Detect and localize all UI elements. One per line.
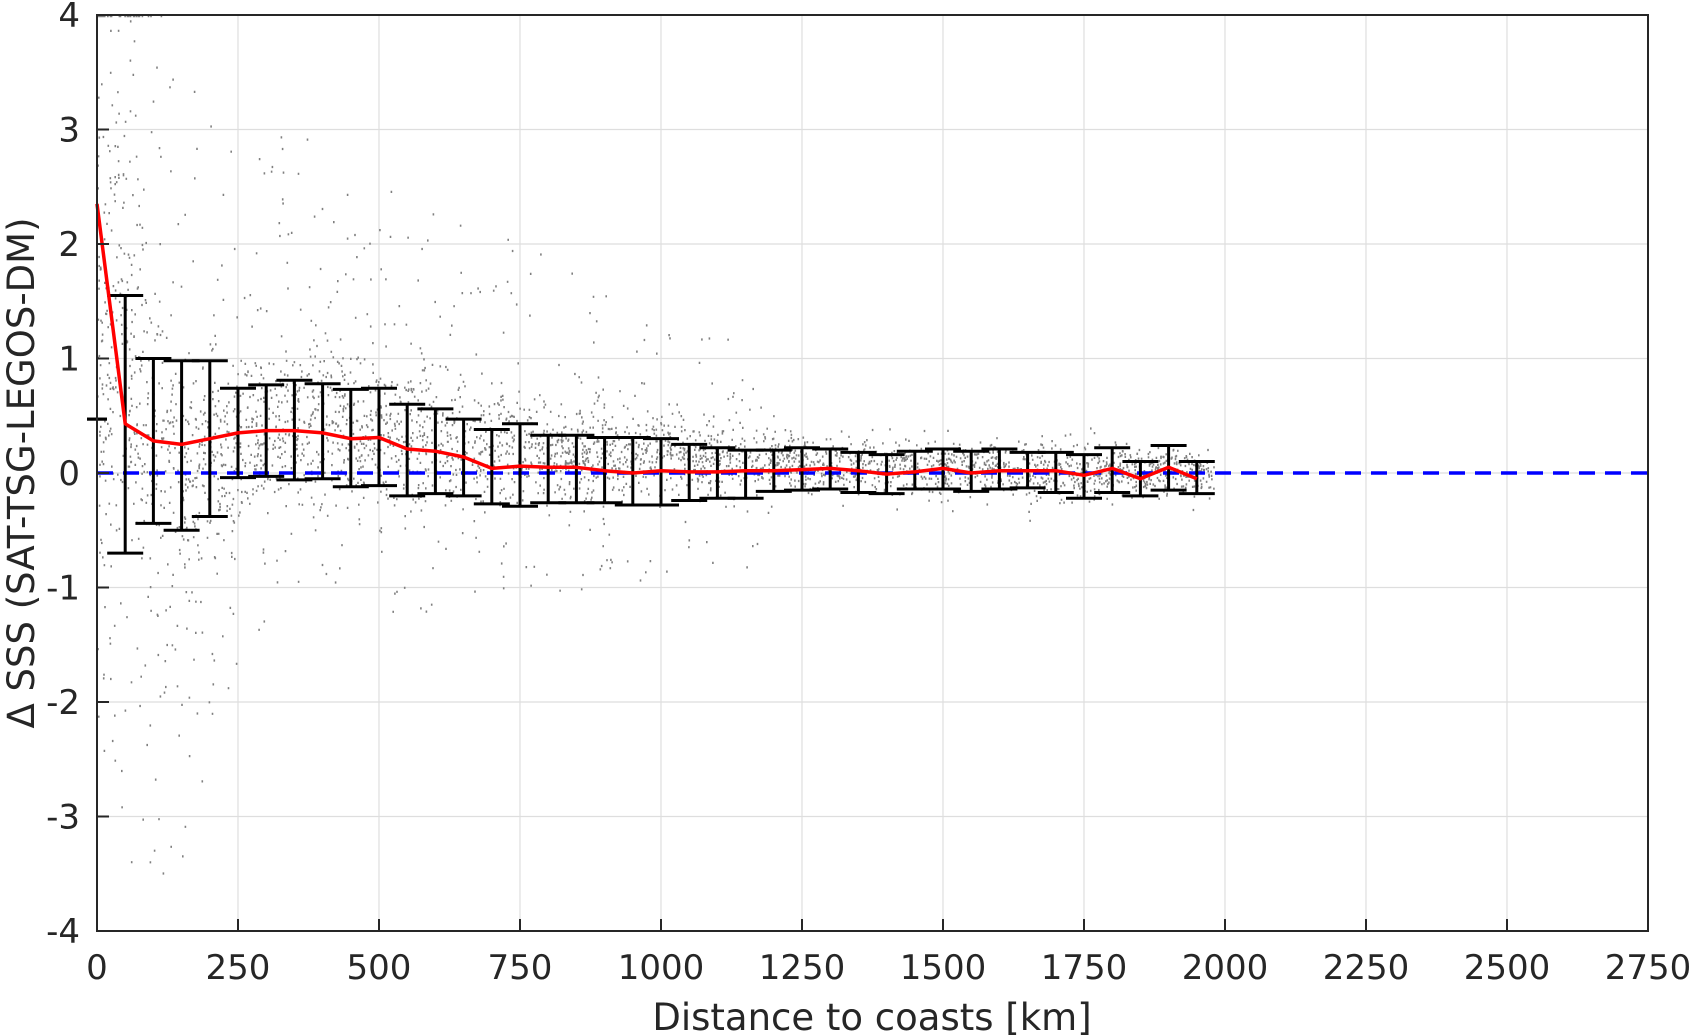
x-tick-label: 2750 [1605,948,1692,988]
x-tick-label: 2250 [1323,948,1410,988]
x-axis-label: Distance to coasts [km] [652,996,1091,1035]
y-tick-label: -4 [46,912,80,952]
x-axis-ticks: 0 250 500 750 1000 1250 1500 1750 2000 2250 2500 27… [86,919,1691,988]
scatter-point-cloud [97,15,1215,875]
y-tick-label: 0 [58,454,80,494]
x-tick-label: 500 [347,948,412,988]
y-tick-label: -1 [46,569,80,609]
x-tick-label: 1750 [1041,948,1128,988]
y-tick-label: 1 [58,340,80,380]
scatter-points [97,15,1215,875]
x-tick-label: 0 [86,948,108,988]
x-tick-label: 250 [206,948,271,988]
x-tick-label: 1000 [618,948,705,988]
bin-mean-line [95,203,1198,481]
x-tick-label: 1500 [900,948,987,988]
x-tick-label: 1250 [759,948,846,988]
y-tick-label: -2 [46,683,80,723]
x-tick-label: 2000 [1182,948,1269,988]
y-axis-label: Δ SSS (SAT-TSG-LEGOS-DM) [0,217,43,728]
y-tick-label: 4 [58,0,80,36]
y-tick-label: -3 [46,798,80,838]
y-axis-ticks: -4 -3 -2 -1 0 1 2 3 4 [46,0,109,952]
mean-series-line [95,203,1198,481]
x-tick-label: 2500 [1464,948,1551,988]
x-tick-label: 750 [488,948,553,988]
y-tick-label: 3 [58,111,80,151]
y-tick-label: 2 [58,225,80,265]
